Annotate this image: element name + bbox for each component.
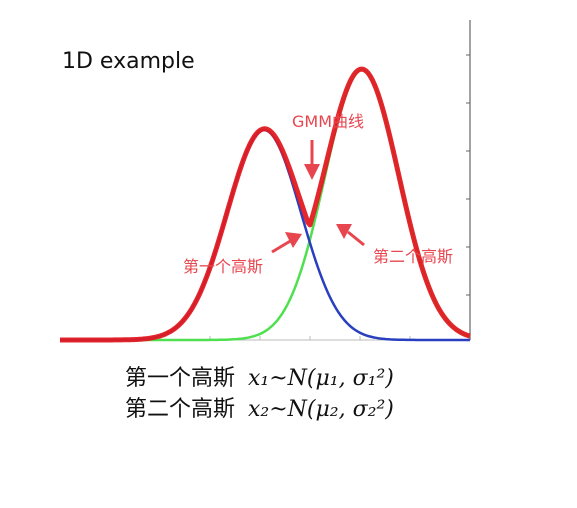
first-gaussian-label: 第一个高斯 — [183, 257, 263, 276]
gaussian-2-curve — [60, 68, 471, 342]
formula-2-label: 第二个高斯 — [125, 397, 235, 422]
formula-1-math: x₁~N(μ₁, σ₁²) — [248, 366, 394, 391]
formula-2-math: x₂~N(μ₂, σ₂²) — [248, 397, 394, 422]
diagram-title: 1D example — [62, 49, 195, 74]
first-gaussian-arrow — [271, 232, 302, 254]
formula-1-label: 第一个高斯 — [125, 366, 235, 391]
gmm-arrow — [304, 140, 320, 180]
formula-1: 第一个高斯 x₁~N(μ₁, σ₁²) — [125, 366, 394, 391]
gaussian-1-curve — [60, 128, 470, 342]
formula-2: 第二个高斯 x₂~N(μ₂, σ₂²) — [125, 397, 394, 422]
gmm-curve-label: GMM曲线 — [292, 112, 364, 131]
gmm-curve — [59, 66, 471, 343]
second-gaussian-label: 第二个高斯 — [373, 247, 453, 266]
second-gaussian-arrow — [336, 224, 365, 247]
y-axis-ticks — [466, 54, 470, 296]
